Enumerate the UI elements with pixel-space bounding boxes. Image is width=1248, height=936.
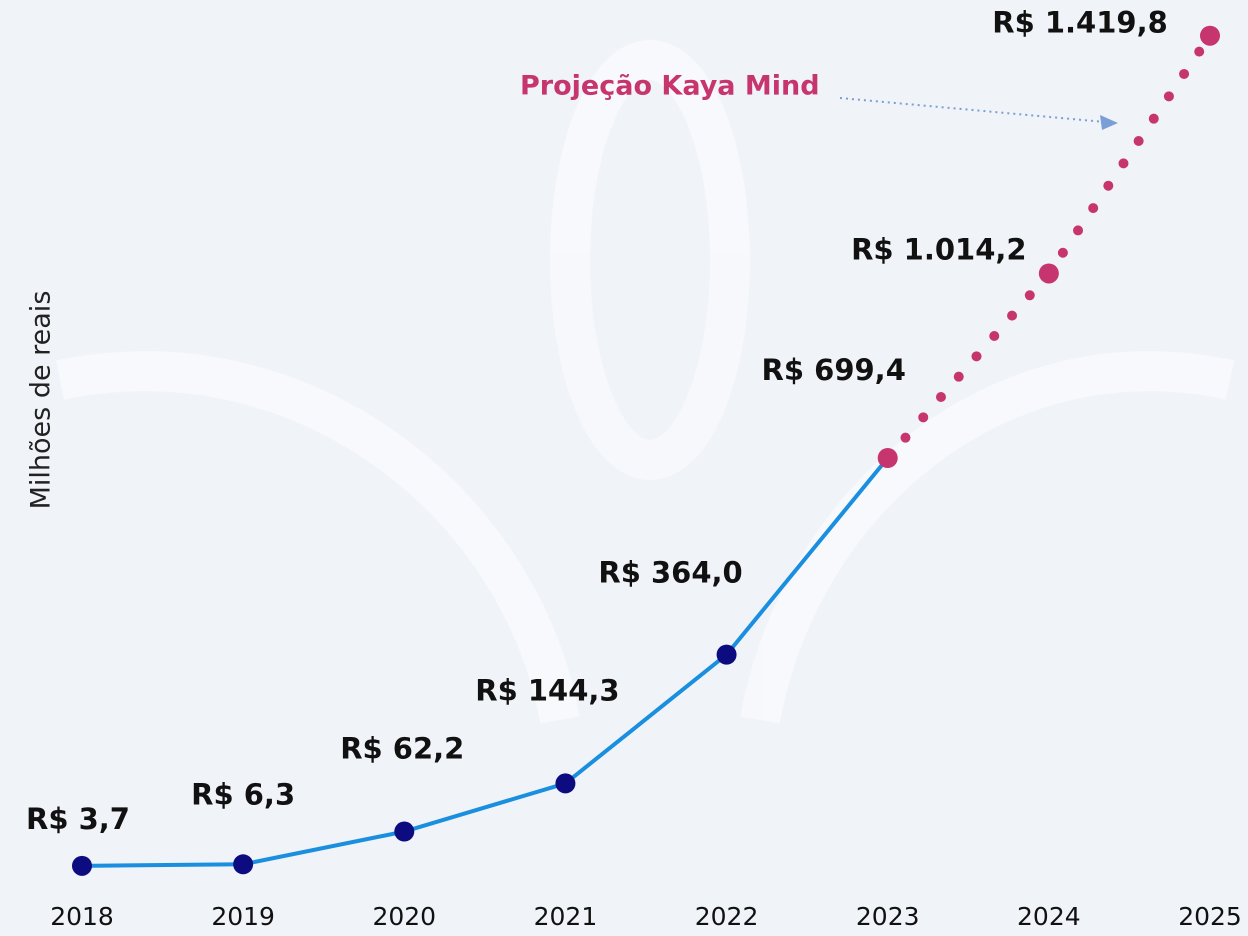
data-point [555, 773, 575, 793]
data-label: R$ 62,2 [340, 732, 464, 766]
annotation-arrow [840, 98, 1105, 122]
annotation: Projeção Kaya Mind [520, 71, 820, 102]
data-point [72, 856, 92, 876]
x-tick-label: 2024 [1017, 902, 1081, 931]
data-point [233, 854, 253, 874]
page: {"chart_data": {"type": "line", "y_label… [0, 0, 1248, 936]
data-label: R$ 364,0 [598, 556, 742, 590]
data-point [1039, 263, 1059, 283]
data-label: R$ 699,4 [762, 353, 906, 387]
data-point [878, 448, 898, 468]
data-point [394, 822, 414, 842]
x-tick-label: 2019 [211, 902, 275, 931]
data-label: R$ 3,7 [26, 802, 130, 836]
data-label: R$ 144,3 [475, 673, 619, 707]
x-tick-label: 2020 [372, 902, 436, 931]
x-tick-label: 2018 [50, 902, 114, 931]
data-point [717, 645, 737, 665]
annotation-arrowhead [1100, 115, 1118, 130]
data-label: R$ 1.014,2 [851, 232, 1027, 266]
y-axis-label: Milhões de reais [26, 291, 57, 510]
x-tick-label: 2022 [695, 902, 759, 931]
data-label: R$ 1.419,8 [992, 6, 1168, 40]
x-tick-label: 2023 [856, 902, 920, 931]
x-tick-label: 2021 [534, 902, 598, 931]
data-point [1200, 26, 1220, 46]
background-leaves [60, 60, 1230, 720]
data-label: R$ 6,3 [191, 777, 295, 811]
x-tick-label: 2025 [1178, 902, 1242, 931]
chart: Milhões de reais Projeção Kaya Mind 2018… [0, 0, 1248, 936]
